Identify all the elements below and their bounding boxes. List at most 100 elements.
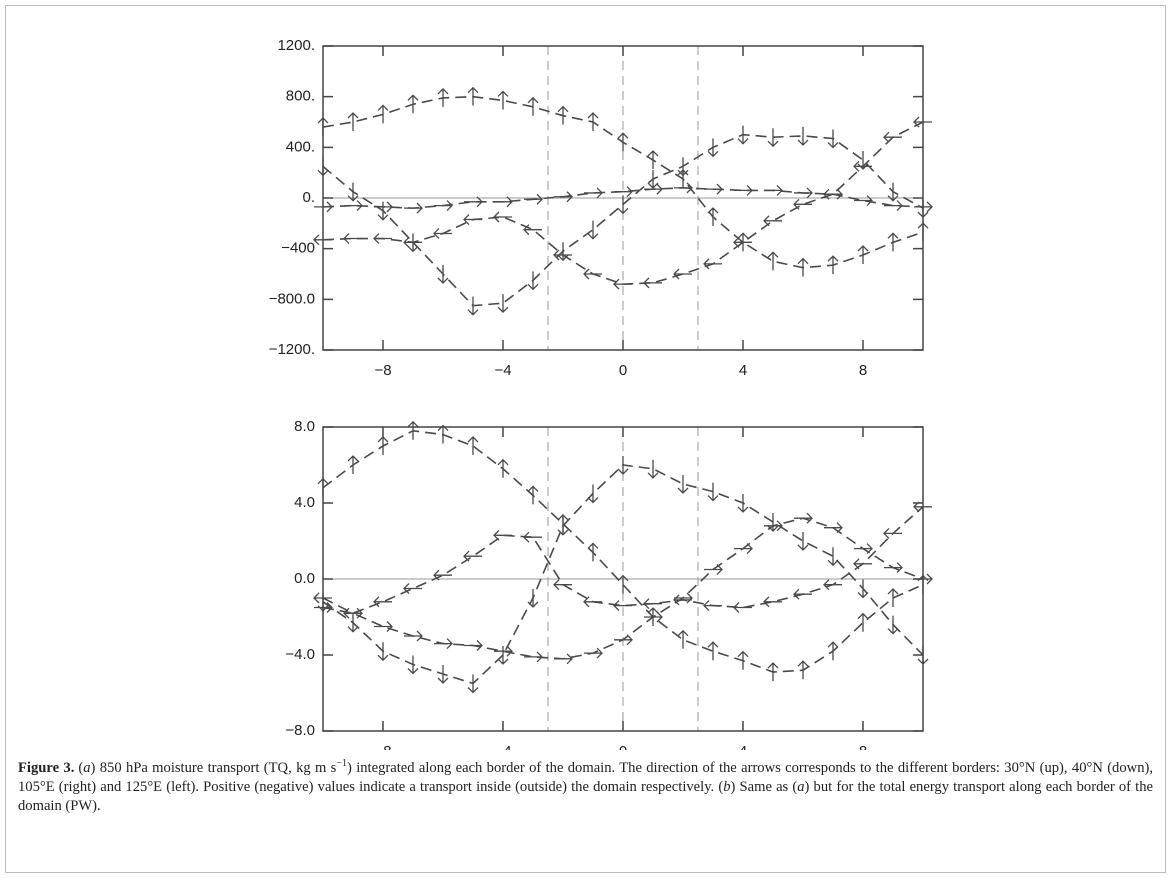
arrow-marker (493, 529, 512, 541)
arrow-marker (553, 579, 572, 591)
arrow-marker (497, 90, 509, 110)
plot-frame (322, 45, 924, 351)
x-tick-label: −4 (494, 743, 511, 750)
arrow-marker (373, 233, 392, 244)
arrow-marker (794, 512, 813, 524)
arrow-marker (673, 594, 692, 606)
arrow-marker (583, 596, 602, 608)
arrow-marker (343, 233, 362, 244)
arrow-marker (587, 112, 599, 131)
arrow-marker (374, 201, 393, 213)
arrow-marker (857, 245, 869, 264)
caption-text: ) integrated along each border of the do… (18, 760, 1153, 795)
arrow-marker (523, 224, 542, 236)
arrow-marker (433, 569, 452, 581)
arrow-marker (644, 611, 663, 623)
arrow-marker (647, 150, 659, 169)
arrow-marker (737, 125, 749, 145)
arrow-marker (347, 112, 359, 131)
arrow-marker (793, 588, 812, 600)
arrow-marker (614, 634, 633, 646)
arrow-marker (527, 96, 539, 116)
arrow-marker (737, 650, 749, 670)
x-tick-label: 4 (739, 743, 747, 750)
arrow-marker (494, 196, 513, 208)
arrow-marker (617, 574, 629, 594)
figure: 1200.800.400.0.−400−800.0−1200.−8 −4 0 4 88.… (269, 37, 933, 750)
x-tick-label: 0 (619, 743, 627, 750)
y-tick-label: −800.0 (269, 290, 315, 307)
arrow-marker (497, 458, 509, 478)
arrow-marker (884, 562, 903, 574)
arrow-marker (373, 596, 392, 608)
arrow-marker (737, 494, 749, 513)
series-line (322, 133, 924, 307)
arrow-marker (707, 641, 719, 661)
figure-frame (5, 5, 1166, 873)
arrow-marker (824, 522, 843, 534)
arrow-marker (404, 630, 423, 642)
arrow-marker (553, 249, 572, 261)
arrow-marker (614, 186, 633, 198)
arrow-marker (857, 579, 869, 599)
y-tick-label: 0. (302, 189, 315, 206)
arrow-marker (797, 532, 809, 551)
x-tick-label: 8 (859, 362, 867, 379)
arrow-marker (554, 191, 573, 203)
arrow-marker (887, 588, 899, 607)
arrow-marker (437, 88, 449, 107)
arrow-marker (463, 550, 482, 562)
arrow-marker (707, 207, 719, 226)
arrow-marker (617, 195, 629, 215)
y-tick-label: 8.0 (294, 418, 315, 435)
arrow-marker (374, 621, 393, 632)
arrow-marker (883, 527, 902, 539)
x-tick-label: −8 (374, 743, 391, 750)
arrow-marker (794, 187, 813, 199)
arrow-marker (437, 424, 449, 444)
arrow-marker (377, 201, 389, 221)
arrow-marker (797, 660, 809, 680)
caption-text: −1 (336, 758, 347, 770)
arrow-marker (827, 129, 839, 149)
arrow-marker (437, 265, 449, 284)
caption-label: Figure 3. (18, 760, 75, 776)
y-tick-label: −1200. (269, 341, 315, 358)
arrow-marker (704, 564, 723, 575)
arrow-marker (584, 647, 603, 659)
arrow-marker (703, 600, 722, 612)
x-tick-label: −8 (374, 362, 391, 379)
arrow-marker (647, 459, 659, 479)
arrow-marker (764, 184, 783, 196)
arrow-marker (647, 170, 659, 189)
y-tick-label: 0.0 (294, 570, 315, 587)
arrow-marker (347, 613, 359, 633)
y-tick-label: 400. (286, 138, 315, 155)
arrow-marker (857, 612, 869, 632)
arrow-marker (527, 271, 539, 291)
arrow-marker (467, 296, 479, 316)
arrow-marker (524, 651, 543, 663)
arrow-marker (823, 188, 842, 200)
arrow-marker (523, 531, 542, 543)
arrow-marker (883, 131, 902, 143)
arrow-marker (797, 257, 809, 277)
caption-text: ( (78, 760, 84, 776)
arrow-marker (617, 132, 629, 152)
arrow-marker (677, 475, 689, 494)
arrow-marker (793, 198, 812, 210)
arrow-marker (733, 236, 752, 248)
arrow-marker (887, 615, 899, 635)
arrow-marker (464, 196, 483, 208)
arrow-marker (583, 268, 602, 280)
arrow-marker (557, 105, 569, 125)
caption-text: ) 850 hPa moisture transport (TQ, kg m s (90, 760, 337, 776)
arrow-marker (613, 278, 632, 290)
y-tick-label: −4.0 (285, 646, 315, 663)
caption-text: a (797, 779, 805, 795)
arrow-marker (467, 674, 479, 694)
arrow-marker (377, 642, 389, 662)
arrow-marker (704, 183, 723, 195)
arrow-marker (827, 547, 839, 567)
